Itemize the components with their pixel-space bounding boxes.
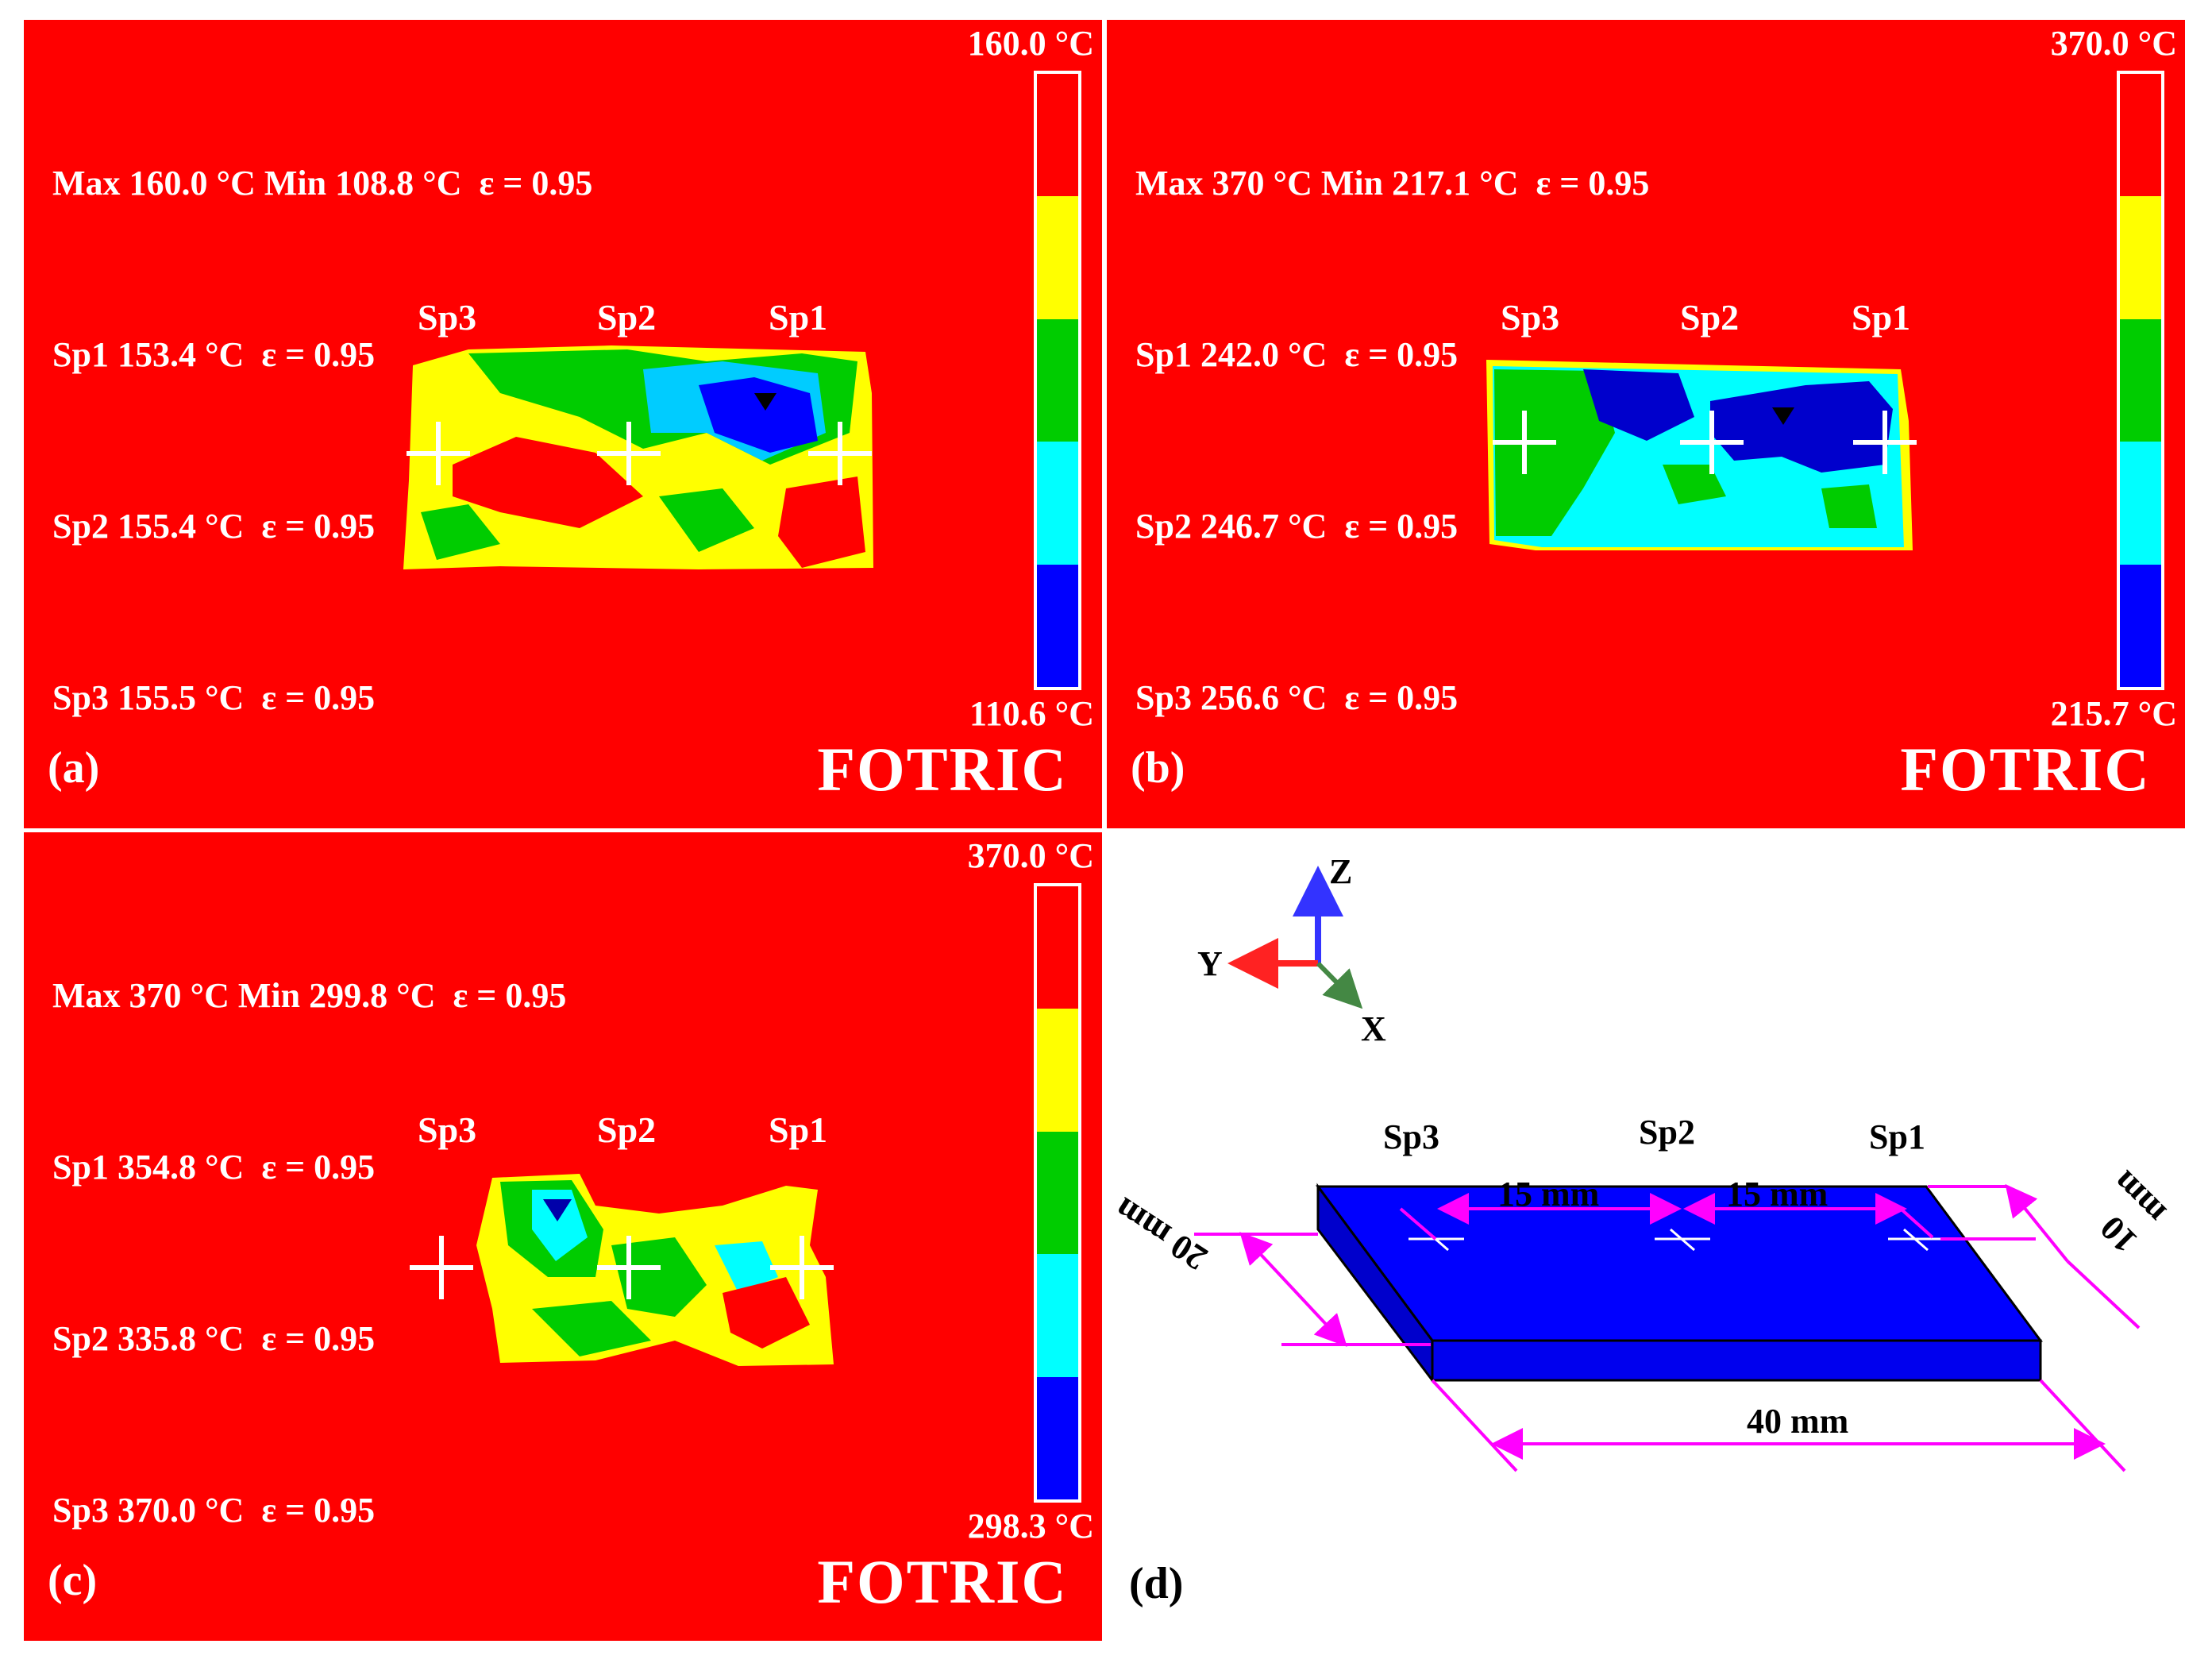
spacing-right-label: 15 mm [1726, 1175, 1829, 1214]
svg-text:FOTRIC: FOTRIC [817, 736, 1067, 800]
readout-sp3: Sp3 256.6 °C ε = 0.95 [1135, 678, 1459, 717]
panel-letter: (b) [1131, 743, 1185, 793]
spot-label-sp1: Sp1 [769, 297, 828, 338]
schematic-spot-markers [1409, 1228, 1944, 1252]
length-label: 40 mm [1747, 1402, 1849, 1441]
scale-min-label: 298.3 °C [967, 1507, 1094, 1545]
readout-sp1: Sp1 153.4 °C ε = 0.95 [52, 335, 376, 374]
spot-marker-sp1 [808, 422, 872, 485]
readout-max-min: Max 370 °C Min 299.8 °C ε = 0.95 [52, 976, 567, 1015]
readout-sp3: Sp3 155.5 °C ε = 0.95 [52, 678, 376, 717]
spacing-left-label: 15 mm [1497, 1175, 1600, 1214]
spot-marker-sp1 [770, 1236, 834, 1299]
spot-marker-sp2 [597, 422, 661, 485]
plate-top-face [1316, 1185, 2043, 1342]
scale-band-cyan [2120, 442, 2161, 565]
spot-label-sp3: Sp3 [418, 1109, 477, 1150]
scale-band-red [1037, 886, 1078, 1009]
schematic-label-sp2: Sp2 [1639, 1113, 1695, 1152]
spot-label-sp1: Sp1 [1852, 297, 1911, 338]
thermal-specimen-c [476, 1174, 834, 1366]
spot-marker-sp3 [407, 422, 470, 485]
y-axis-label: Y [1197, 944, 1223, 983]
readout-sp3: Sp3 370.0 °C ε = 0.95 [52, 1491, 376, 1530]
scale-min-label: 215.7 °C [2050, 694, 2177, 733]
spot-label-sp3: Sp3 [418, 297, 477, 338]
scale-band-red [1037, 74, 1078, 197]
fotric-logo: FOTRIC [1900, 736, 2150, 800]
readouts-a: Max 160.0 °C Min 108.8 °C ε = 0.95 Sp1 1… [52, 41, 592, 828]
scale-band-yellow [2120, 196, 2161, 319]
x-axis-arrow [1316, 961, 1363, 1009]
thermal-specimen-b [1486, 360, 1913, 550]
specimen-schematic: Z Y X Sp3 Sp2 Sp1 15 mm 15 mm 40 mm 20 m… [1107, 832, 2185, 1641]
readout-sp1: Sp1 242.0 °C ε = 0.95 [1135, 335, 1459, 374]
thermal-specimen-a [403, 345, 873, 569]
color-scale-bar [1034, 71, 1081, 690]
fotric-logo: FOTRIC [817, 736, 1067, 800]
thermal-image-b: Max 370 °C Min 217.1 °C ε = 0.95 Sp1 242… [1107, 20, 2185, 828]
spot-marker-sp3 [1493, 411, 1556, 474]
scale-band-green [2120, 318, 2161, 442]
readouts-b: Max 370 °C Min 217.1 °C ε = 0.95 Sp1 242… [1135, 41, 1649, 828]
readout-sp2: Sp2 335.8 °C ε = 0.95 [52, 1319, 376, 1358]
spot-marker-sp3 [410, 1236, 473, 1299]
scale-band-yellow [1037, 1009, 1078, 1132]
scale-max-label: 160.0 °C [967, 24, 1094, 63]
x-axis-label: X [1361, 1009, 1386, 1048]
scale-min-label: 110.6 °C [969, 694, 1094, 733]
readout-max-min: Max 370 °C Min 217.1 °C ε = 0.95 [1135, 164, 1650, 203]
scale-band-red [2120, 74, 2161, 197]
scale-max-label: 370.0 °C [2050, 24, 2177, 63]
svg-text:FOTRIC: FOTRIC [817, 1549, 1067, 1612]
panel-letter: (d) [1129, 1559, 1184, 1608]
scale-band-green [1037, 1131, 1078, 1255]
fotric-logo: FOTRIC [817, 1549, 1067, 1612]
color-scale-bar [2117, 71, 2164, 690]
thermal-image-a: Max 160.0 °C Min 108.8 °C ε = 0.95 Sp1 1… [24, 20, 1102, 828]
spot-label-sp2: Sp2 [597, 1109, 657, 1150]
scale-band-green [1037, 318, 1078, 442]
z-axis-label: Z [1329, 852, 1353, 891]
readouts-c: Max 370 °C Min 299.8 °C ε = 0.95 Sp1 354… [52, 853, 566, 1641]
scale-band-blue [1037, 1376, 1078, 1500]
spot-marker-sp1 [1853, 411, 1917, 474]
panel-letter: (a) [48, 743, 100, 793]
spot-marker-sp2 [1680, 411, 1744, 474]
spot-label-sp3: Sp3 [1501, 297, 1560, 338]
schematic-drawing [1194, 866, 2141, 1472]
schematic-label-sp3: Sp3 [1383, 1117, 1439, 1156]
svg-text:FOTRIC: FOTRIC [1900, 736, 2150, 800]
readout-sp1: Sp1 354.8 °C ε = 0.95 [52, 1148, 376, 1187]
scale-band-blue [1037, 564, 1078, 688]
scale-band-yellow [1037, 196, 1078, 319]
scale-band-blue [2120, 564, 2161, 688]
spot-marker-sp2 [597, 1236, 661, 1299]
scale-max-label: 370.0 °C [967, 836, 1094, 875]
spot-label-sp1: Sp1 [769, 1109, 828, 1150]
scale-band-cyan [1037, 1254, 1078, 1377]
thermal-image-c: Max 370 °C Min 299.8 °C ε = 0.95 Sp1 354… [24, 832, 1102, 1641]
spot-label-sp2: Sp2 [597, 297, 657, 338]
panel-letter: (c) [48, 1556, 98, 1605]
spot-label-sp2: Sp2 [1680, 297, 1740, 338]
scale-band-cyan [1037, 442, 1078, 565]
readout-sp2: Sp2 155.4 °C ε = 0.95 [52, 507, 376, 546]
color-scale-bar [1034, 883, 1081, 1503]
plate-front-face [1431, 1339, 2042, 1382]
dimension-lines [1194, 1183, 2141, 1472]
schematic-label-sp1: Sp1 [1869, 1117, 1925, 1156]
readout-sp2: Sp2 246.7 °C ε = 0.95 [1135, 507, 1459, 546]
readout-max-min: Max 160.0 °C Min 108.8 °C ε = 0.95 [52, 164, 593, 203]
